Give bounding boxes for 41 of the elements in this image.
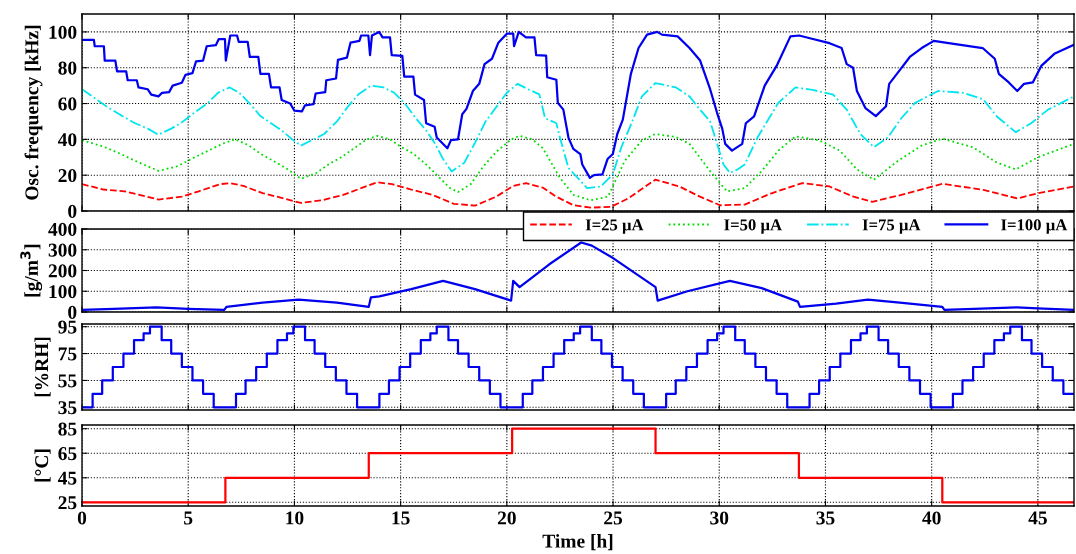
x-tick-label: 10 [286, 511, 304, 525]
legend-label: I=100 µA [1001, 219, 1068, 234]
line-series [82, 30, 1074, 179]
legend-label: I=50 µA [724, 219, 782, 234]
y-tick-label: 55 [58, 374, 77, 388]
line-series [82, 133, 1074, 202]
y-tick-label: 40 [57, 133, 77, 147]
x-tick-label: 5 [184, 511, 193, 525]
y-tick-label: 25 [58, 496, 77, 510]
line-series [82, 82, 1074, 189]
y-axis-title: [°C] [34, 449, 51, 482]
y-tick-label: 20 [58, 169, 77, 183]
y-tick-label: 45 [57, 471, 77, 485]
x-tick-label: 40 [922, 511, 941, 525]
y-axis-title: [%RH] [34, 337, 51, 397]
y-axis-title: Osc. frequency [kHz] [24, 25, 43, 200]
y-tick-label: 35 [58, 401, 77, 415]
y-tick-label: 80 [58, 61, 77, 75]
y-tick-label: 400 [48, 222, 77, 236]
y-tick-label: 75 [58, 347, 77, 361]
y-tick-label: 0 [68, 204, 77, 218]
x-tick-label: 35 [816, 511, 835, 525]
y-tick-label: 0 [68, 305, 77, 319]
y-tick-label: 200 [48, 264, 77, 278]
y-tick-label: 300 [48, 243, 77, 257]
legend-label: I=25 µA [585, 219, 644, 234]
legend-label: I=75 µA [862, 219, 921, 234]
y-tick-label: 100 [49, 285, 77, 299]
x-tick-label: 25 [604, 511, 623, 525]
x-axis-title: Time [h] [542, 534, 613, 551]
x-tick-label: 20 [497, 511, 516, 525]
x-tick-label: 15 [392, 511, 410, 525]
y-tick-label: 95 [58, 320, 77, 334]
y-tick-label: 65 [58, 447, 77, 461]
x-tick-label: 30 [710, 511, 729, 525]
x-tick-label: 45 [1028, 511, 1047, 525]
y-tick-label: 100 [49, 25, 77, 39]
y-axis-title: [g/m$^{3}$] [20, 244, 43, 297]
y-tick-label: 85 [58, 422, 77, 436]
y-tick-label: 60 [58, 97, 77, 111]
x-tick-label: 0 [77, 511, 87, 525]
